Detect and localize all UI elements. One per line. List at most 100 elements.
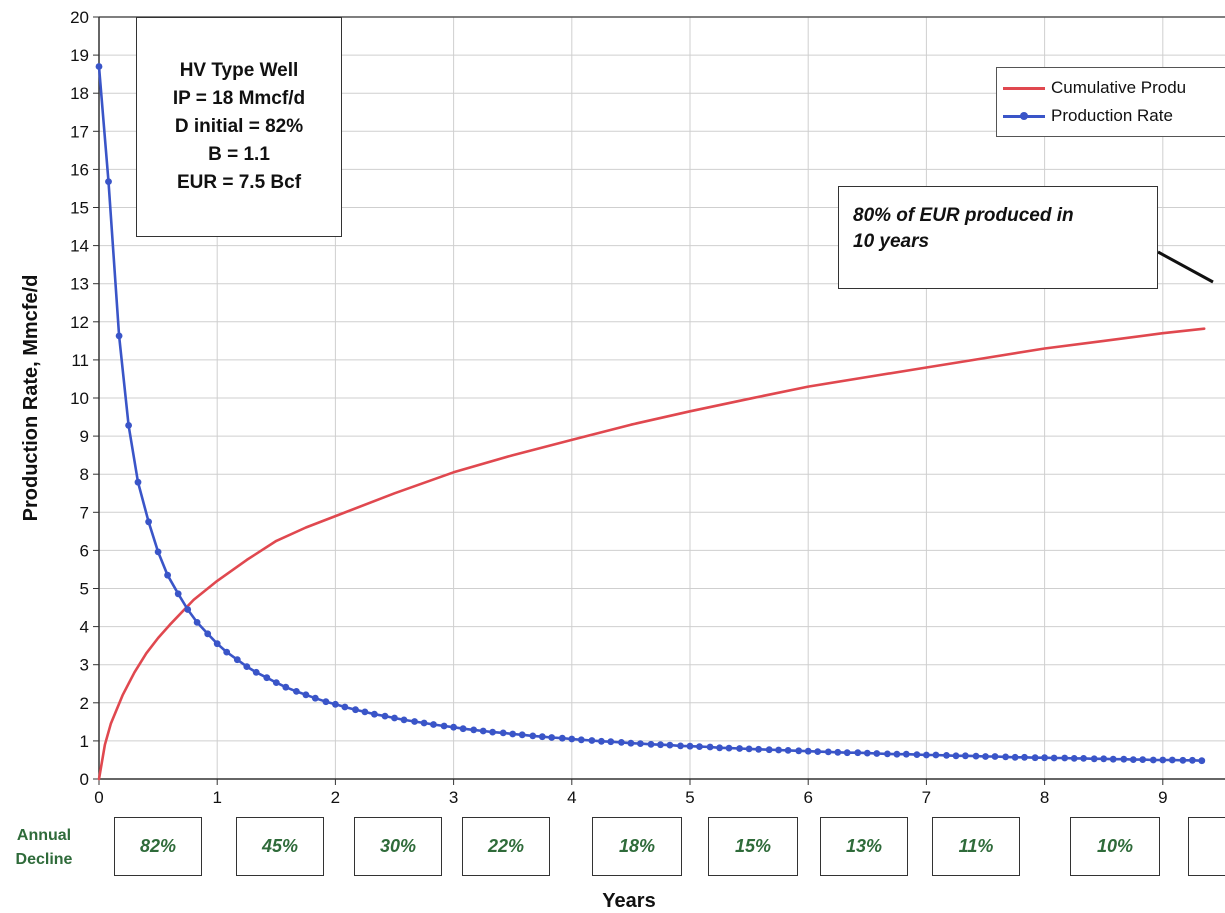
y-tick-label: 17 [70,122,89,141]
annual-decline-label-line-2: Decline [15,851,73,868]
legend-swatch-rate [1003,110,1045,122]
eur-annotation-box: 80% of EUR produced in 10 years [838,186,1158,289]
data-point [529,732,537,740]
x-tick-label: 7 [922,788,931,807]
data-point [361,708,369,716]
data-point [755,745,762,753]
data-point [1090,755,1098,763]
y-axis-title: Production Rate, Mmcfe/d [20,275,42,522]
data-point [252,668,260,676]
decline-box-year-5: 18% [592,817,682,876]
info-line-ip: IP = 18 Mmcf/d [172,88,306,109]
data-point [1189,756,1196,764]
data-point [725,744,733,752]
data-point [470,726,478,734]
data-point [400,716,408,724]
data-point [716,744,723,752]
annotation-pointer [1157,250,1214,284]
data-point [381,712,389,720]
x-tick-label: 3 [449,788,458,807]
data-point [391,714,398,722]
data-point [913,751,921,758]
decline-box-year-4: 22% [462,817,550,876]
data-point [932,751,940,759]
x-tick-label: 6 [803,788,812,807]
series-cumulative [97,327,1206,781]
data-point [618,739,625,746]
decline-box-year-10 [1188,817,1225,876]
data-point [538,733,546,741]
data-point [745,745,753,753]
x-tick-label: 4 [567,788,576,807]
y-tick-label: 15 [70,199,89,218]
series-line-cumulative [97,327,1206,781]
decline-value: 18% [618,836,656,856]
data-point [293,688,300,695]
y-tick-label: 11 [71,351,89,370]
x-tick-label: 9 [1158,788,1167,807]
data-point [863,749,871,757]
data-point [1031,754,1039,762]
decline-box-year-1: 82% [114,817,202,876]
y-tick-label: 20 [70,8,89,27]
data-point [607,738,615,746]
y-tick-label: 0 [80,770,89,789]
x-tick-labels: 0 1 2 3 4 5 6 7 8 9 [94,788,1167,807]
data-point [489,728,496,736]
data-point [1159,756,1167,764]
data-point [647,740,655,748]
y-tick-label: 8 [80,465,89,484]
decline-value: 13% [845,836,883,856]
data-point [558,734,566,742]
data-point [332,700,339,708]
chart-legend: Cumulative Produ Production Rate [996,67,1225,137]
data-point [952,752,960,760]
data-point [991,753,999,760]
x-tick-label: 2 [331,788,340,807]
data-point [686,742,694,750]
data-point [1129,756,1137,763]
y-tick-label: 19 [70,46,89,65]
data-point [588,737,596,744]
data-point [420,719,428,727]
data-point [518,731,526,739]
info-line-well: HV Type Well [179,60,299,81]
y-tick-label: 16 [70,160,89,179]
data-point [884,750,891,758]
data-point [341,703,349,711]
data-point [765,746,773,754]
data-point [411,718,418,725]
data-point [204,630,212,638]
data-point [282,683,290,691]
data-point [804,747,812,755]
data-point [459,725,467,733]
data-point [923,751,930,759]
data-point [902,750,910,758]
data-point [696,743,703,750]
data-point [450,723,457,731]
data-point [1041,754,1048,762]
y-tick-label: 5 [80,580,89,599]
data-point [1100,755,1108,763]
data-point [1149,756,1157,764]
decline-box-year-9: 10% [1070,817,1160,876]
data-point [657,741,664,749]
x-tick-label: 0 [94,788,103,807]
decline-value: 15% [734,836,772,856]
data-point [1080,755,1087,762]
data-point [105,178,112,186]
y-tick-label: 10 [70,389,89,408]
data-point [1070,755,1078,762]
data-point [272,679,280,686]
data-point [243,663,251,670]
data-point [627,739,635,747]
data-point [982,753,989,760]
decline-box-year-3: 30% [354,817,442,876]
data-point [115,332,123,340]
data-point [814,748,822,755]
y-tick-label: 12 [70,313,89,332]
annotation-line-2: 10 years [853,231,930,252]
data-point [775,746,782,754]
data-point [322,698,330,706]
